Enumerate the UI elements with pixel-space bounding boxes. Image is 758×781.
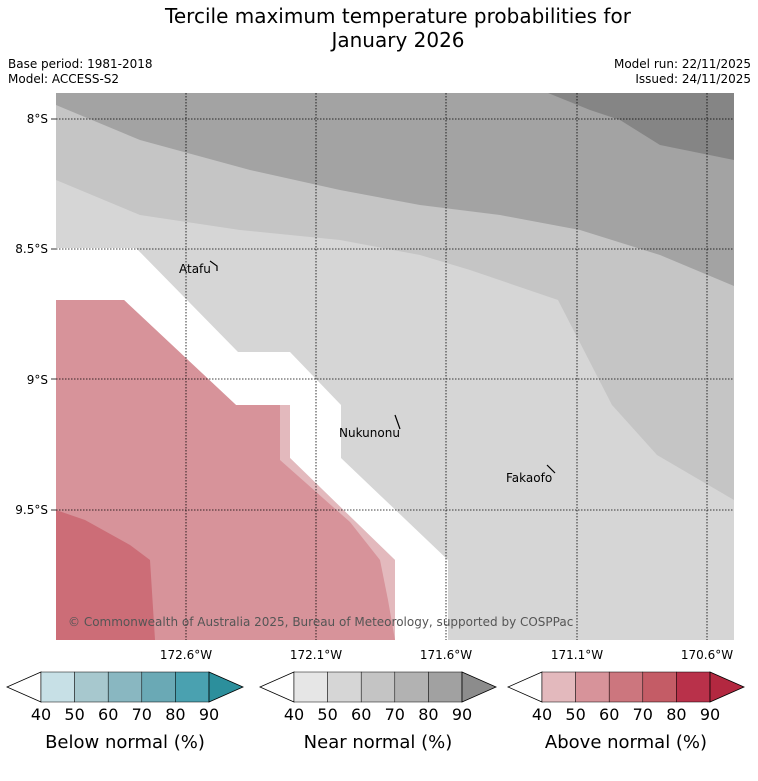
legend-swatch <box>40 671 75 703</box>
place-label-atafu: Atafu <box>179 262 211 276</box>
island-outlines <box>209 260 556 474</box>
legend-swatch <box>676 671 711 703</box>
legend-swatch <box>642 671 677 703</box>
legend-extend-high <box>709 671 745 703</box>
place-label-nukunonu: Nukunonu <box>339 426 400 440</box>
legend-title-above: Above normal (%) <box>545 732 707 753</box>
legend-swatch <box>327 671 362 703</box>
lat-label-8s: 8°S <box>27 112 48 126</box>
legend-tick-label: 70 <box>633 705 653 724</box>
lon-label-172-6w: 172.6°W <box>160 648 212 662</box>
legend-tick-label: 40 <box>284 705 304 724</box>
legend-extend-low <box>507 671 543 703</box>
legend-tick-label: 50 <box>317 705 337 724</box>
legend-swatch <box>107 671 143 703</box>
model-name: Model: ACCESS-S2 <box>8 72 120 86</box>
title-line-1: Tercile maximum temperature probabilitie… <box>165 4 631 28</box>
no-signal-band <box>56 248 448 640</box>
lon-label-171-6w: 171.6°W <box>420 648 472 662</box>
atafu-atoll-marker <box>209 260 218 271</box>
legend-extend-high <box>208 671 244 703</box>
near-normal-60-region <box>56 93 734 286</box>
lat-label-8-5s: 8.5°S <box>15 242 48 256</box>
issued-date: Issued: 24/11/2025 <box>635 72 751 86</box>
lon-label-170-6w: 170.6°W <box>681 648 733 662</box>
legend-swatch <box>428 671 463 703</box>
legend-titles: Below normal (%) Near normal (%) Above n… <box>45 732 707 753</box>
near-normal-70-region <box>548 93 734 160</box>
lon-label-172-1w: 172.1°W <box>290 648 342 662</box>
lon-label-171-1w: 171.1°W <box>551 648 603 662</box>
legend-near-normal: 40 50 60 70 80 90 <box>259 671 497 724</box>
title-line-2: January 2026 <box>331 28 465 52</box>
chart-title: Tercile maximum temperature probabilitie… <box>0 4 758 52</box>
legend-tick-label: 40 <box>31 705 51 724</box>
legend-tick-label: 80 <box>165 705 185 724</box>
legend-swatch <box>608 671 644 703</box>
model-run: Model run: 22/11/2025 <box>613 57 751 71</box>
copyright-notice: © Commonwealth of Australia 2025, Bureau… <box>68 615 573 629</box>
legend-extend-low <box>259 671 295 703</box>
legend-tick-label: 50 <box>64 705 84 724</box>
legend-tick-label: 70 <box>132 705 152 724</box>
legend-tick-label: 50 <box>565 705 585 724</box>
legend-swatch <box>394 671 429 703</box>
legend-swatch <box>74 671 109 703</box>
legend-swatch <box>175 671 210 703</box>
lat-label-9-5s: 9.5°S <box>15 503 48 517</box>
legend-title-near: Near normal (%) <box>304 732 453 753</box>
legend-tick-label: 90 <box>700 705 720 724</box>
legend-swatch <box>541 671 576 703</box>
legend-tick-label: 90 <box>452 705 472 724</box>
legend-swatch <box>575 671 610 703</box>
graticule <box>51 93 734 640</box>
legend-tick-label: 60 <box>98 705 118 724</box>
legend-swatch <box>141 671 176 703</box>
map-area <box>56 93 734 640</box>
place-labels: Atafu Nukunonu Fakaofo <box>179 262 552 485</box>
legend-swatch <box>293 671 328 703</box>
legend-tick-label: 80 <box>418 705 438 724</box>
longitude-axis: 172.6°W 172.1°W 171.6°W 171.1°W 170.6°W <box>160 648 733 662</box>
above-normal-60-region <box>56 510 155 640</box>
legend-above-normal: 40 50 60 70 80 90 <box>507 671 745 724</box>
legend-swatch <box>360 671 396 703</box>
legend-tick-label: 70 <box>385 705 405 724</box>
legend-below-normal: 40 50 60 70 80 90 <box>6 671 244 724</box>
base-period: Base period: 1981-2018 <box>8 57 153 71</box>
latitude-axis: 8°S 8.5°S 9°S 9.5°S <box>15 112 48 517</box>
legend-extend-low <box>6 671 42 703</box>
legend-tick-label: 60 <box>351 705 371 724</box>
legend-tick-label: 80 <box>666 705 686 724</box>
nukunonu-atoll-marker <box>394 414 401 430</box>
legend-tick-label: 90 <box>199 705 219 724</box>
legend-tick-label: 40 <box>532 705 552 724</box>
legend-tick-label: 60 <box>599 705 619 724</box>
place-label-fakaofo: Fakaofo <box>506 471 552 485</box>
fakaofo-atoll-marker <box>546 464 556 474</box>
lat-label-9s: 9°S <box>27 373 48 387</box>
legend-title-below: Below normal (%) <box>45 732 205 753</box>
legend-extend-high <box>461 671 497 703</box>
meta-left: Base period: 1981-2018 Model: ACCESS-S2 <box>8 57 153 87</box>
meta-right: Model run: 22/11/2025 Issued: 24/11/2025 <box>614 57 751 87</box>
